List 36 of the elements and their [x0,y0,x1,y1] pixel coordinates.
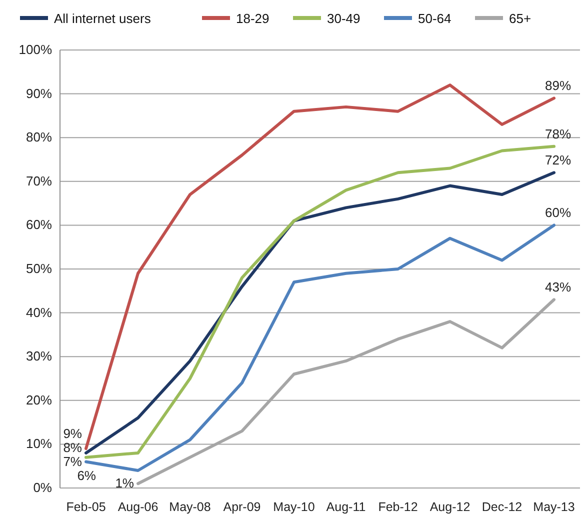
y-tick-label: 90% [26,86,52,101]
y-tick-label: 80% [26,130,52,145]
y-tick-label: 30% [26,348,52,364]
data-label: 9% [63,426,82,442]
x-tick-label: Apr-09 [223,500,261,514]
legend-label: 18-29 [236,11,270,26]
x-tick-label: Aug-11 [326,500,366,514]
legend-label: 65+ [509,11,532,26]
data-label: 78% [544,126,572,142]
y-tick-label: 20% [26,392,52,408]
legend-label: 50-64 [418,11,452,26]
x-tick-label: Feb-05 [66,500,106,514]
y-tick-label: 100% [18,42,52,57]
y-tick-label: 50% [26,261,52,276]
data-label: 89% [544,78,572,94]
x-tick-label: Dec-12 [482,500,522,514]
y-tick-label: 0% [33,480,52,495]
legend-label: All internet users [54,11,152,26]
y-tick-label: 40% [26,304,52,320]
legend-label: 30-49 [327,11,360,26]
data-label: 8% [63,440,82,456]
data-label: 6% [77,468,96,484]
data-label: 7% [63,454,82,470]
x-tick-label: Aug-12 [430,500,470,514]
x-tick-label: May-08 [169,500,211,514]
data-label: 43% [544,280,572,295]
data-label: 1% [115,476,134,491]
x-tick-label: Aug-06 [118,500,158,514]
x-tick-label: Feb-12 [378,500,418,514]
x-tick-label: May-10 [273,500,315,514]
y-tick-label: 70% [26,173,52,188]
x-tick-label: May-13 [533,500,575,514]
data-label: 72% [544,152,572,168]
y-tick-label: 60% [26,217,52,232]
data-label: 60% [544,205,572,220]
y-tick-label: 10% [26,436,52,452]
